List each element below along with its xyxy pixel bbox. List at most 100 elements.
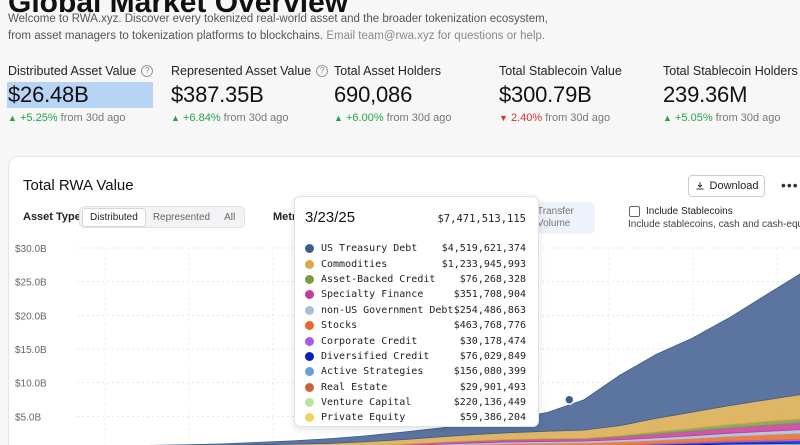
include-stablecoins-toggle[interactable]: Include Stablecoins	[629, 206, 733, 217]
stat-change-suffix: from 30d ago	[545, 112, 611, 124]
stablecoin-description: Include stablecoins, cash and cash-equiv…	[628, 219, 800, 230]
asset-type-distributed[interactable]: Distributed	[82, 207, 146, 227]
tooltip-series-value: $30,178,474	[459, 335, 526, 347]
tooltip-series-value: $156,080,399	[453, 366, 526, 378]
legend-dot-icon	[305, 382, 314, 392]
more-horizontal-icon[interactable]: •••	[781, 177, 799, 193]
tooltip-series-value: $254,486,863	[453, 304, 526, 316]
asset-type-label: Asset Type	[23, 211, 81, 223]
tooltip-series-value: $29,901,493	[459, 381, 526, 393]
y-tick-label: $15.0B	[15, 345, 47, 356]
tooltip-row: Venture Capital $220,136,449	[305, 395, 526, 410]
tooltip-row: US Treasury Debt $4,519,621,374	[305, 241, 526, 256]
stat-change-suffix: from 30d ago	[223, 112, 289, 124]
stat-value: $387.35B	[171, 82, 264, 107]
y-tick-label: $25.0B	[15, 278, 47, 289]
tooltip-series-value: $76,029,849	[459, 350, 526, 362]
tooltip-series-value: $463,768,776	[453, 320, 526, 332]
tooltip-series-name: Real Estate	[321, 381, 388, 393]
stablecoin-label: Include Stablecoins	[646, 206, 733, 217]
asset-type-represented[interactable]: Represented	[152, 211, 211, 223]
tooltip-series-value: $4,519,621,374	[441, 243, 526, 255]
y-tick-label: $5.0B	[15, 412, 41, 423]
stat-total-stablecoin-holders: Total Stablecoin Holders 239.36M ▲ +5.05…	[663, 64, 798, 124]
download-label: Download	[709, 180, 759, 192]
tooltip-row: Corporate Credit $30,178,474	[305, 333, 526, 348]
stat-label: Represented Asset Value	[171, 64, 312, 78]
tooltip-row: Real Estate $29,901,493	[305, 380, 526, 395]
stat-total-asset-holders: Total Asset Holders 690,086 ▲ +6.00% fro…	[334, 64, 452, 124]
page-title: Global Market Overview	[8, 0, 349, 19]
hover-point-marker	[564, 394, 575, 405]
tooltip-series-value: $76,268,328	[459, 273, 526, 285]
triangle-up-icon: ▲	[334, 113, 343, 123]
tooltip-series-name: Asset-Backed Credit	[321, 273, 436, 285]
tooltip-series-name: Active Strategies	[321, 366, 424, 378]
metric-label: Metr	[273, 211, 297, 223]
tooltip-row: Commodities $1,233,945,993	[305, 256, 526, 271]
area-series-non-us-government-debt	[413, 429, 800, 445]
area-series-stocks	[445, 432, 800, 445]
tooltip-series-name: US Treasury Debt	[321, 243, 418, 255]
tooltip-total: $7,471,513,115	[437, 213, 526, 225]
legend-dot-icon	[305, 305, 314, 315]
triangle-up-icon: ▲	[8, 113, 17, 123]
tooltip-series-value: $220,136,449	[453, 397, 526, 409]
triangle-up-icon: ▲	[171, 113, 180, 123]
tooltip-row: non-US Government Debt $254,486,863	[305, 303, 526, 318]
stats-row: Distributed Asset Value? $26.48B ▲ +5.25…	[0, 64, 800, 134]
stat-change-suffix: from 30d ago	[60, 112, 126, 124]
y-tick-label: $20.0B	[15, 311, 47, 322]
y-tick-label: $30.0B	[15, 244, 47, 255]
stat-represented-asset-value: Represented Asset Value? $387.35B ▲ +6.8…	[171, 64, 329, 124]
tooltip-series-name: Venture Capital	[321, 397, 412, 409]
rwa-area-chart[interactable]: $30.0B $25.0B $20.0B $15.0B $10.0B $5.0B	[9, 232, 800, 445]
tooltip-rows: US Treasury Debt $4,519,621,374 Commoditie…	[305, 241, 526, 426]
legend-dot-icon	[305, 274, 314, 284]
triangle-up-icon: ▲	[663, 113, 672, 123]
tooltip-series-name: Corporate Credit	[321, 335, 418, 347]
tooltip-series-name: Private Equity	[321, 412, 406, 424]
tooltip-series-name: Stocks	[321, 320, 358, 332]
tooltip-row: Private Equity $59,386,204	[305, 410, 526, 425]
tooltip-row: Stocks $463,768,776	[305, 318, 526, 333]
stat-change-suffix: from 30d ago	[386, 112, 452, 124]
tooltip-row: Active Strategies $156,080,399	[305, 364, 526, 379]
tooltip-series-value: $59,386,204	[459, 412, 526, 424]
stat-label: Total Stablecoin Value	[499, 64, 622, 78]
tooltip-series-name: non-US Government Debt	[321, 304, 454, 316]
tooltip-date: 3/23/25	[305, 209, 356, 226]
metric-transfer-volume[interactable]: Transfer Volume	[529, 202, 595, 234]
area-series-us-treasury-debt	[150, 273, 800, 445]
download-button[interactable]: Download	[688, 175, 765, 197]
stat-change-pct: +6.84%	[182, 112, 221, 124]
info-circle-icon[interactable]: ?	[141, 65, 154, 77]
chart-tooltip: 3/23/25 $7,471,513,115 US Treasury Debt $…	[294, 196, 539, 427]
legend-dot-icon	[305, 244, 314, 254]
stat-value: 690,086	[334, 82, 413, 107]
tooltip-row: Diversified Credit $76,029,849	[305, 349, 526, 364]
stat-label: Distributed Asset Value	[8, 64, 137, 78]
tooltip-series-value: $1,233,945,993	[441, 258, 526, 270]
stat-change-suffix: from 30d ago	[715, 112, 781, 124]
contact-email-link[interactable]: Email team@rwa.xyz for questions or help…	[326, 30, 546, 42]
y-tick-label: $10.0B	[15, 379, 47, 390]
tooltip-row: Asset-Backed Credit $76,268,328	[305, 272, 526, 287]
stat-label: Total Asset Holders	[334, 64, 441, 78]
info-circle-icon[interactable]: ?	[316, 65, 329, 77]
tooltip-series-name: Diversified Credit	[321, 350, 430, 362]
stat-change-pct: +5.05%	[674, 112, 713, 124]
legend-dot-icon	[305, 351, 314, 361]
asset-type-all[interactable]: All	[224, 211, 236, 223]
stat-change-pct: 2.40%	[510, 112, 543, 124]
stablecoin-checkbox[interactable]	[629, 206, 640, 217]
legend-dot-icon	[305, 413, 314, 423]
legend-dot-icon	[305, 259, 314, 269]
asset-type-segmented-control: Distributed Represented All	[79, 206, 246, 228]
legend-dot-icon	[305, 290, 314, 300]
area-series-specialty-finance	[377, 422, 800, 445]
legend-dot-icon	[305, 336, 314, 346]
intro-text: Welcome to RWA.xyz. Discover every token…	[8, 11, 568, 45]
tooltip-series-name: Commodities	[321, 258, 388, 270]
stat-value: $300.79B	[499, 82, 592, 107]
